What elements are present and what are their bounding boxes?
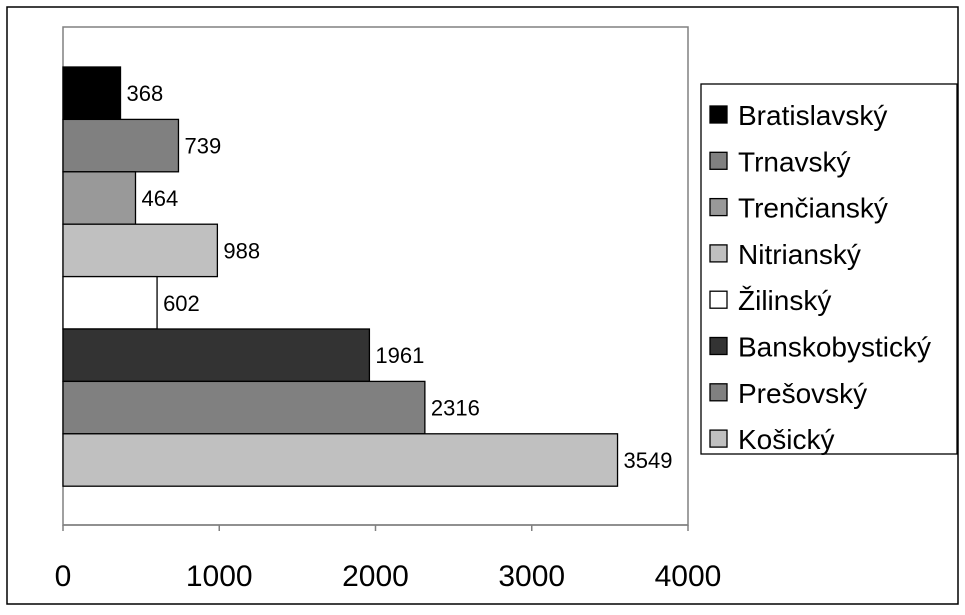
x-tick-label: 1000 bbox=[186, 560, 253, 593]
x-tick-label: 0 bbox=[55, 560, 72, 593]
data-label: 2316 bbox=[431, 396, 480, 421]
data-label: 368 bbox=[127, 81, 164, 106]
bar bbox=[62, 223, 219, 278]
legend-swatch bbox=[709, 105, 728, 124]
legend-label: Bratislavský bbox=[738, 100, 887, 131]
data-label: 3549 bbox=[624, 448, 673, 473]
x-axis: 0 1000 2000 3000 4000 bbox=[55, 524, 722, 593]
legend-swatch bbox=[709, 429, 728, 448]
data-label: 464 bbox=[142, 186, 179, 211]
x-tick-label: 3000 bbox=[498, 560, 565, 593]
legend-swatch bbox=[709, 244, 728, 263]
legend-label: Nitrianský bbox=[738, 239, 861, 270]
bar bbox=[62, 328, 371, 383]
legend-label: Trnavský bbox=[738, 146, 851, 177]
bar bbox=[62, 66, 122, 121]
bar bbox=[62, 433, 619, 487]
bar bbox=[62, 275, 158, 330]
data-label: 988 bbox=[223, 238, 260, 263]
bar bbox=[62, 380, 426, 435]
bar bbox=[62, 118, 180, 173]
legend-label: Košický bbox=[738, 424, 834, 455]
legend: Bratislavský Trnavský Trenčianský Nitriansk… bbox=[700, 83, 958, 455]
legend-label: Žilinský bbox=[738, 285, 831, 316]
legend-label: Prešovský bbox=[738, 378, 867, 409]
legend-swatch bbox=[709, 151, 728, 170]
data-label: 1961 bbox=[375, 343, 424, 368]
legend-box bbox=[700, 83, 958, 455]
bar bbox=[62, 171, 137, 225]
legend-swatch bbox=[709, 336, 728, 356]
x-tick-label: 4000 bbox=[655, 560, 722, 593]
data-label: 602 bbox=[163, 291, 200, 316]
legend-label: Trenčianský bbox=[738, 193, 888, 224]
legend-swatch bbox=[709, 290, 728, 309]
legend-swatch bbox=[709, 383, 728, 402]
bars-layer: 368 739 464 988 602 1961 2316 3549 bbox=[62, 66, 673, 487]
data-label: 739 bbox=[184, 134, 221, 159]
legend-label: Banskobystický bbox=[738, 332, 931, 363]
x-tick-label: 2000 bbox=[342, 560, 409, 593]
legend-swatch bbox=[709, 197, 728, 217]
